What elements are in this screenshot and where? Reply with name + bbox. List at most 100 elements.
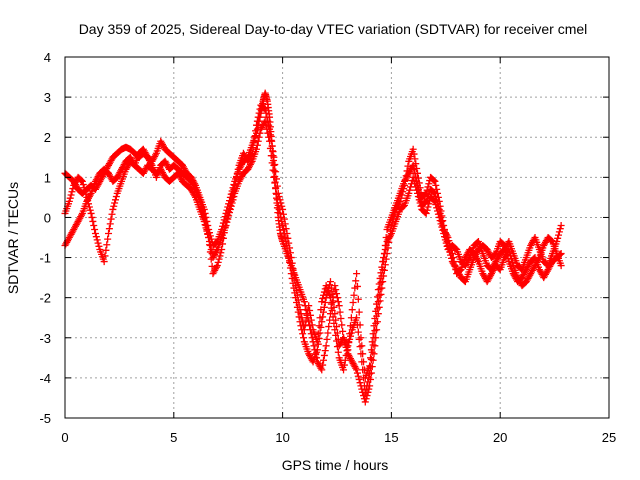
data-point xyxy=(307,316,315,324)
data-point xyxy=(300,326,308,334)
data-point xyxy=(199,207,207,215)
data-point xyxy=(409,145,417,153)
data-point xyxy=(318,318,326,326)
data-point xyxy=(320,288,328,296)
data-point xyxy=(78,177,86,185)
data-point xyxy=(410,150,418,158)
data-point xyxy=(286,244,294,252)
data-point xyxy=(226,205,234,213)
data-point xyxy=(88,213,96,221)
data-point xyxy=(327,300,335,308)
data-point xyxy=(328,298,336,306)
data-point xyxy=(92,233,100,241)
y-tick-label: -1 xyxy=(39,251,51,266)
data-point xyxy=(357,350,365,358)
data-point xyxy=(203,225,211,233)
data-point xyxy=(350,291,358,299)
data-point xyxy=(363,382,371,390)
data-point xyxy=(434,202,442,210)
data-point xyxy=(332,286,340,294)
data-point xyxy=(296,306,304,314)
data-point xyxy=(338,321,346,329)
data-point xyxy=(255,133,263,141)
data-point xyxy=(283,229,291,237)
y-tick-label: 2 xyxy=(44,130,51,145)
data-point xyxy=(214,258,222,266)
data-point xyxy=(354,295,362,303)
data-point xyxy=(355,375,363,383)
data-point xyxy=(346,332,354,340)
data-point xyxy=(284,234,292,242)
data-point xyxy=(216,252,224,260)
data-point xyxy=(278,202,286,210)
data-point xyxy=(448,250,456,258)
data-point xyxy=(94,239,102,247)
y-tick-label: 4 xyxy=(44,50,51,65)
data-point xyxy=(305,302,313,310)
data-point xyxy=(281,220,289,228)
data-point xyxy=(84,197,92,205)
data-point xyxy=(352,364,360,372)
data-point xyxy=(207,255,215,263)
data-point xyxy=(93,236,101,244)
data-point xyxy=(212,263,220,271)
data-point xyxy=(298,314,306,322)
data-point xyxy=(78,177,86,185)
data-point xyxy=(306,311,314,319)
data-point xyxy=(356,379,364,387)
data-point xyxy=(367,355,375,363)
data-point xyxy=(206,248,214,256)
data-point xyxy=(295,301,303,309)
data-point xyxy=(202,221,210,229)
data-point xyxy=(224,211,232,219)
data-point xyxy=(282,225,290,233)
data-point xyxy=(111,199,119,207)
data-point xyxy=(436,209,444,217)
data-point xyxy=(377,278,385,286)
data-point xyxy=(229,189,237,197)
data-point xyxy=(274,189,282,197)
data-point xyxy=(204,229,212,237)
chart-title: Day 359 of 2025, Sidereal Day-to-day VTE… xyxy=(79,21,588,37)
data-point xyxy=(90,221,98,229)
data-point xyxy=(340,361,348,369)
data-point xyxy=(381,242,389,250)
data-point xyxy=(215,255,223,263)
data-point xyxy=(433,196,441,204)
data-point xyxy=(266,131,274,139)
data-point xyxy=(315,322,323,330)
data-point xyxy=(447,243,455,251)
data-point xyxy=(378,272,386,280)
data-point xyxy=(91,229,99,237)
data-point xyxy=(79,181,87,189)
data-point xyxy=(247,151,255,159)
data-point xyxy=(217,249,225,257)
data-point xyxy=(380,258,388,266)
data-point xyxy=(318,366,326,374)
x-tick-label: 0 xyxy=(61,430,68,445)
data-point xyxy=(449,254,457,262)
data-point xyxy=(205,241,213,249)
data-point xyxy=(355,335,363,343)
data-point xyxy=(102,246,110,254)
data-point xyxy=(382,234,390,241)
data-point xyxy=(411,169,419,177)
data-point xyxy=(254,113,262,121)
data-point xyxy=(225,208,233,216)
data-point xyxy=(222,217,230,225)
data-point xyxy=(367,354,375,362)
data-point xyxy=(361,398,369,406)
data-point xyxy=(269,148,277,156)
data-point xyxy=(251,132,259,140)
data-point xyxy=(191,184,199,192)
data-marks xyxy=(61,89,565,406)
data-point xyxy=(349,298,357,306)
data-point xyxy=(330,319,338,327)
data-point xyxy=(219,240,227,248)
data-point xyxy=(313,338,321,346)
data-point xyxy=(333,343,341,351)
data-point xyxy=(416,193,424,201)
data-point xyxy=(288,259,296,267)
data-point xyxy=(413,177,421,185)
